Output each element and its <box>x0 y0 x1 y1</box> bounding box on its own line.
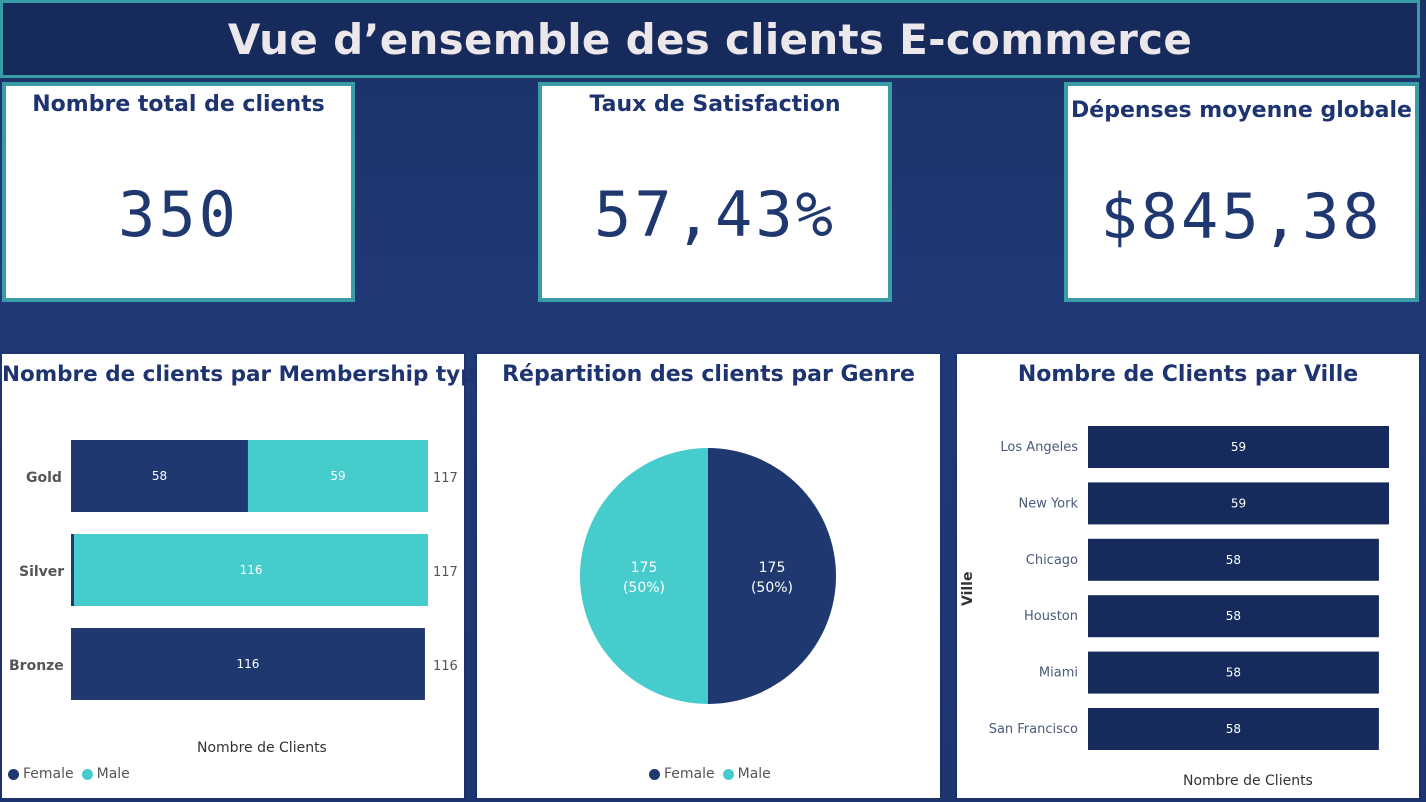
bar-segment-gold-female[interactable] <box>71 440 248 512</box>
pie-slice-label: (50%) <box>751 580 793 596</box>
male-legend-dot <box>722 768 734 780</box>
kpi-title: Dépenses moyenne globale <box>1071 98 1412 123</box>
city-bar-chicago[interactable] <box>1088 538 1379 581</box>
dashboard-header: Vue d’ensemble des clients E-commerce <box>0 0 1420 78</box>
category-label-gold: Gold <box>26 470 62 486</box>
y-axis-title: Ville <box>960 571 976 606</box>
category-label-silver: Silver <box>19 564 65 580</box>
male-legend-dot <box>81 768 93 780</box>
kpi-card-avg-spend[interactable]: Dépenses moyenne globale $845,38 <box>1064 82 1419 302</box>
female-legend-dot <box>8 768 19 780</box>
kpi-card-total-clients[interactable]: Nombre total de clients 350 <box>2 82 355 302</box>
kpi-value: 350 <box>118 178 239 251</box>
city-bar-los-angeles[interactable] <box>1088 426 1389 468</box>
bar-segment-bronze-female[interactable] <box>71 628 425 700</box>
bar-segment-gold-male[interactable] <box>247 440 428 512</box>
gender-legend[interactable]: Female Male <box>649 766 771 782</box>
city-bar-new-york[interactable] <box>1088 482 1389 525</box>
city-tick-label: San Francisco <box>989 722 1078 737</box>
bar-value-label: 58 <box>1226 666 1241 680</box>
bar-value-label: 58 <box>152 469 167 483</box>
pie-slice-female[interactable] <box>708 448 836 704</box>
city-bar-houston[interactable] <box>1088 595 1379 638</box>
legend-female-label: Female <box>23 766 74 782</box>
bar-value-label: 59 <box>1231 496 1246 510</box>
pie-slice-male[interactable] <box>580 448 708 704</box>
city-tick-label: Los Angeles <box>1000 440 1078 455</box>
bar-value-label: 58 <box>1226 553 1241 567</box>
pie-slice-label: 175 <box>759 560 786 576</box>
membership-chart-panel[interactable]: Nombre de clients par Membership type Go… <box>2 354 491 798</box>
category-label-bronze: Bronze <box>9 658 64 674</box>
total-label: 116 <box>433 659 458 674</box>
city-tick-label: Chicago <box>1026 553 1078 568</box>
city-bar-miami[interactable] <box>1088 651 1379 694</box>
chart-title: Nombre de clients par Membership type <box>2 362 491 387</box>
kpi-title: Taux de Satisfaction <box>589 92 841 117</box>
bar-value-label: 58 <box>1226 609 1241 623</box>
bar-segment-silver-male[interactable] <box>74 534 429 606</box>
kpi-value: $845,38 <box>1100 180 1383 253</box>
city-tick-label: Miami <box>1039 666 1078 681</box>
membership-bar-chart: 58 59 116 116 <box>71 440 429 700</box>
legend-male-label: Male <box>737 766 771 782</box>
bar-segment-silver-female[interactable] <box>71 534 75 606</box>
city-bar-chart: 59 Los Angeles 59 New York 58 Chicago 58 Housto… <box>989 426 1389 750</box>
bar-value-label: 59 <box>330 469 345 483</box>
bar-value-label: 116 <box>240 563 263 577</box>
female-legend-dot <box>649 768 660 780</box>
x-axis-title: Nombre de Clients <box>1183 773 1313 789</box>
total-label: 117 <box>433 471 458 486</box>
kpi-value: 57,43% <box>594 178 836 251</box>
legend-female-label: Female <box>664 766 715 782</box>
total-label: 117 <box>433 565 458 580</box>
pie-slice-label: 175 <box>631 560 658 576</box>
bar-value-label: 58 <box>1226 722 1241 736</box>
membership-legend[interactable]: Female Male <box>8 766 130 782</box>
city-chart-panel[interactable]: Nombre de Clients par Ville 59 Los Angele… <box>957 354 1419 798</box>
gender-pie-chart: 175 (50%) 175 (50%) <box>580 448 836 704</box>
pie-slice-label: (50%) <box>623 580 665 596</box>
kpi-title: Nombre total de clients <box>32 92 325 117</box>
gender-chart-panel[interactable]: Répartition des clients par Genre 175 (50… <box>477 354 940 798</box>
dashboard-title: Vue d’ensemble des clients E-commerce <box>227 14 1193 64</box>
city-bar-san-francisco[interactable] <box>1088 708 1379 750</box>
kpi-card-satisfaction[interactable]: Taux de Satisfaction 57,43% <box>538 82 892 302</box>
chart-title: Nombre de Clients par Ville <box>1017 362 1359 387</box>
x-axis-title: Nombre de Clients <box>197 740 327 756</box>
city-tick-label: New York <box>1018 496 1078 511</box>
city-tick-label: Houston <box>1024 609 1078 624</box>
bar-value-label: 59 <box>1231 440 1246 454</box>
legend-male-label: Male <box>96 766 130 782</box>
bar-value-label: 116 <box>237 657 260 671</box>
chart-title: Répartition des clients par Genre <box>502 362 915 387</box>
